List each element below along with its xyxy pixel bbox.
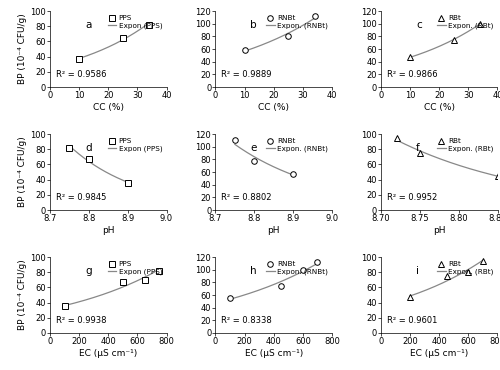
X-axis label: CC (%): CC (%) (258, 103, 289, 112)
Y-axis label: BP (10⁻⁴ CFU/g): BP (10⁻⁴ CFU/g) (18, 137, 28, 208)
Legend: PPS, Expon (PPS): PPS, Expon (PPS) (107, 138, 163, 153)
Text: R² = 0.8338: R² = 0.8338 (222, 316, 272, 325)
Text: f: f (416, 143, 420, 153)
X-axis label: pH: pH (268, 226, 280, 235)
Legend: PPS, Expon (PPS): PPS, Expon (PPS) (107, 261, 163, 276)
Text: R² = 0.9845: R² = 0.9845 (56, 194, 106, 202)
Legend: PPS, Expon (PPS): PPS, Expon (PPS) (107, 15, 163, 30)
Text: R² = 0.9938: R² = 0.9938 (56, 316, 106, 325)
Text: d: d (85, 143, 91, 153)
Text: h: h (250, 266, 257, 276)
Legend: RBt, Expon. (RBt): RBt, Expon. (RBt) (436, 138, 494, 153)
X-axis label: EC (μS cm⁻¹): EC (μS cm⁻¹) (410, 349, 469, 358)
Y-axis label: BP (10⁻⁴ CFU/g): BP (10⁻⁴ CFU/g) (18, 260, 28, 330)
Y-axis label: BP (10⁻⁴ CFU/g): BP (10⁻⁴ CFU/g) (18, 14, 28, 84)
Text: R² = 0.9586: R² = 0.9586 (56, 70, 106, 80)
Legend: RNBt, Expon. (RNBt): RNBt, Expon. (RNBt) (266, 138, 328, 153)
X-axis label: CC (%): CC (%) (93, 103, 124, 112)
Text: R² = 0.9866: R² = 0.9866 (387, 70, 438, 80)
Text: g: g (85, 266, 91, 276)
Legend: RBt, Expon. (RBt): RBt, Expon. (RBt) (436, 261, 494, 276)
Text: b: b (250, 20, 257, 30)
Legend: RNBt, Expon. (RNBt): RNBt, Expon. (RNBt) (266, 15, 328, 30)
Text: a: a (85, 20, 91, 30)
X-axis label: pH: pH (433, 226, 446, 235)
X-axis label: EC (μS cm⁻¹): EC (μS cm⁻¹) (244, 349, 303, 358)
Text: R² = 0.8802: R² = 0.8802 (222, 194, 272, 202)
Legend: RNBt, Expon. (RNBt): RNBt, Expon. (RNBt) (266, 261, 328, 276)
Text: e: e (250, 143, 257, 153)
X-axis label: CC (%): CC (%) (424, 103, 454, 112)
Text: R² = 0.9889: R² = 0.9889 (222, 70, 272, 80)
Text: R² = 0.9601: R² = 0.9601 (387, 316, 437, 325)
Text: R² = 0.9952: R² = 0.9952 (387, 194, 437, 202)
X-axis label: pH: pH (102, 226, 115, 235)
X-axis label: EC (μS cm⁻¹): EC (μS cm⁻¹) (79, 349, 138, 358)
Text: c: c (416, 20, 422, 30)
Legend: RBt, Expon. (RBt): RBt, Expon. (RBt) (436, 15, 494, 30)
Text: i: i (416, 266, 419, 276)
